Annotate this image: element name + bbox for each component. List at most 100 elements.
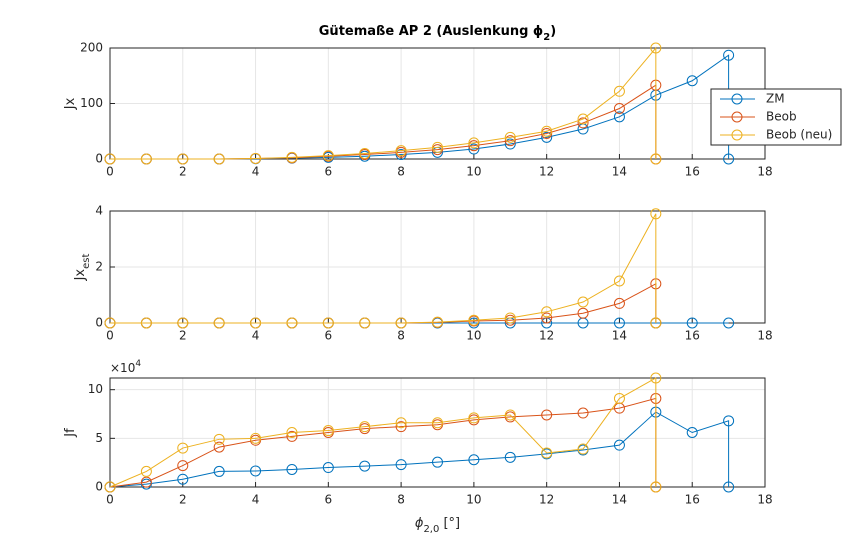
chart-title: Gütemaße AP 2 (Auslenkung ϕ2) [319, 24, 556, 43]
x-tick-label: 8 [397, 165, 405, 179]
x-tick-label: 4 [252, 493, 260, 507]
x-tick-label: 6 [325, 165, 333, 179]
marker [177, 460, 189, 472]
series-line [109, 397, 657, 488]
x-tick-label: 6 [325, 329, 333, 343]
marker [250, 465, 262, 477]
marker [723, 49, 735, 61]
y-label-text: Jx [63, 97, 78, 110]
marker [613, 102, 625, 114]
y-tick-label: 0 [95, 316, 103, 330]
marker [613, 111, 625, 123]
legend-marker [731, 111, 743, 123]
marker [432, 417, 443, 429]
series-line [110, 213, 657, 324]
marker [140, 153, 152, 165]
x-tick-label: 16 [685, 329, 700, 343]
x-tick-label: 14 [612, 165, 627, 179]
marker [359, 147, 371, 159]
marker [541, 447, 553, 459]
marker [541, 131, 553, 143]
marker [395, 145, 407, 157]
marker [177, 153, 189, 165]
title-text: ) [550, 24, 556, 39]
marker [541, 306, 553, 318]
marker [577, 307, 589, 319]
multiplier-text: ×10 [110, 361, 135, 375]
marker [504, 135, 516, 147]
marker [322, 150, 334, 162]
marker [468, 412, 480, 424]
x-tick-label: 2 [179, 493, 187, 507]
x-tick-label: 0 [106, 493, 114, 507]
marker [322, 425, 334, 437]
marker [286, 151, 298, 163]
legend-label: ZM [766, 92, 785, 106]
x-tick-label: 2 [179, 165, 187, 179]
legend-label: Beob (neu) [766, 128, 832, 142]
marker [650, 372, 662, 384]
marker [359, 460, 371, 472]
y-axis-label: Jx [63, 97, 78, 110]
marker [213, 433, 225, 445]
marker [504, 409, 516, 421]
marker [468, 314, 480, 326]
x-tick-label: 10 [466, 329, 481, 343]
x-tick-label: 10 [466, 493, 481, 507]
marker [650, 208, 662, 220]
y-label-text: Jx [73, 269, 88, 282]
y-axis-label: Jf [63, 428, 78, 438]
marker [213, 465, 225, 477]
marker [104, 481, 116, 493]
y-tick-label: 2 [95, 260, 103, 274]
x-tick-label: 18 [757, 493, 772, 507]
x-tick-label: 12 [539, 165, 554, 179]
y-label-subscript: est [81, 254, 92, 269]
marker [504, 138, 516, 150]
marker [359, 317, 371, 329]
marker [686, 75, 698, 87]
marker [686, 427, 698, 438]
legend: ZM Beob Beob (neu) [710, 88, 842, 146]
multiplier-exponent: 4 [135, 359, 141, 369]
marker [395, 459, 407, 471]
x-tick-label: 18 [757, 329, 772, 343]
axes-box [109, 377, 766, 488]
y-tick-label: 0 [95, 152, 103, 166]
marker [468, 140, 480, 152]
marker [723, 317, 735, 329]
marker [723, 415, 735, 427]
marker [541, 409, 553, 421]
marker [177, 317, 189, 329]
marker [140, 476, 152, 488]
marker [577, 296, 589, 308]
marker [577, 407, 589, 419]
y-label-text: Jf [63, 428, 78, 438]
x-tick-label: 2 [179, 329, 187, 343]
marker [395, 317, 407, 329]
y-axis-label: Jxest [73, 254, 92, 282]
marker [322, 317, 334, 329]
x-label-text: [°] [439, 516, 460, 531]
x-tick-label: 12 [539, 493, 554, 507]
x-label-subscript: 2,0 [423, 524, 439, 535]
marker [395, 417, 407, 429]
x-tick-label: 8 [397, 493, 405, 507]
y-tick-label: 100 [80, 96, 103, 110]
marker [577, 117, 589, 129]
marker [432, 316, 443, 328]
y-multiplier: ×104 [110, 359, 141, 375]
title-text: Gütemaße AP 2 (Auslenkung ϕ [319, 24, 544, 39]
series-line [109, 377, 657, 488]
marker [613, 392, 625, 404]
x-tick-label: 14 [612, 493, 627, 507]
x-tick-label: 10 [466, 165, 481, 179]
marker [723, 481, 735, 493]
marker [213, 153, 225, 165]
legend-label: Beob [766, 110, 797, 124]
x-tick-label: 12 [539, 329, 554, 343]
marker [432, 456, 443, 468]
marker [541, 312, 553, 324]
x-tick-label: 18 [757, 165, 772, 179]
series-line [110, 46, 657, 160]
